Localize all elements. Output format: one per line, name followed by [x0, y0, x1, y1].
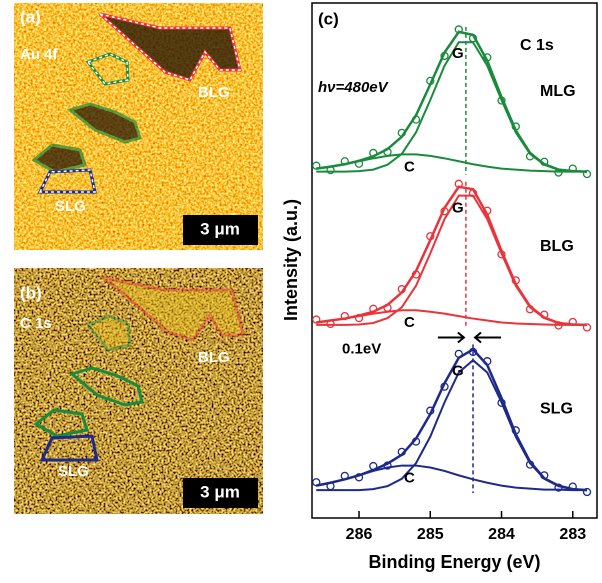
panel-label: (b): [20, 283, 42, 302]
scale-bar: 3 μm: [200, 482, 240, 501]
panel-label: (a): [20, 7, 41, 26]
scale-bar: 3 μm: [200, 219, 240, 238]
g-component: [316, 360, 587, 490]
chart: 286 285 284 283 Binding Energy (eV) Intensity…: [281, 3, 597, 572]
x-tick-label: 284: [488, 526, 515, 543]
x-tick-label: 285: [417, 526, 444, 543]
region-label: SLG: [58, 463, 89, 480]
arrow: [438, 332, 501, 342]
element-label: C 1s: [20, 315, 52, 332]
region-label: BLG: [198, 84, 230, 101]
sample-label: SLG: [540, 401, 573, 418]
subtitle: hν=480eV: [318, 79, 390, 96]
element-label: Au 4f: [20, 46, 59, 63]
panel-label: (c): [318, 9, 339, 28]
sample-label: MLG: [540, 83, 576, 100]
peak-label: G: [452, 362, 464, 379]
shoulder-label: C: [404, 158, 415, 175]
shoulder-label: C: [404, 470, 415, 487]
data-point: [455, 350, 462, 357]
figure: 3 μm (a) Au 4f BLG SLG 3 μm (b) C 1s BLG…: [0, 0, 602, 578]
x-axis-title: Binding Energy (eV): [368, 552, 540, 572]
data-point: [370, 463, 377, 470]
peak-label: G: [452, 200, 464, 217]
panel-a: 3 μm (a) Au 4f BLG SLG: [14, 3, 263, 250]
chart-title: C 1s: [520, 37, 554, 54]
x-tick-label: 286: [346, 526, 373, 543]
shift-label: 0.1eV: [342, 340, 381, 357]
region-label: SLG: [55, 198, 86, 215]
peak-label: G: [452, 45, 464, 62]
sample-label: BLG: [540, 238, 574, 255]
c-component: [316, 154, 587, 171]
x-tick-label: 283: [559, 526, 586, 543]
panel-b: 3 μm (b) C 1s BLG SLG: [14, 268, 263, 514]
shoulder-label: C: [404, 314, 415, 331]
y-axis-title: Intensity (a.u.): [281, 199, 301, 321]
region-label: BLG: [198, 349, 230, 366]
